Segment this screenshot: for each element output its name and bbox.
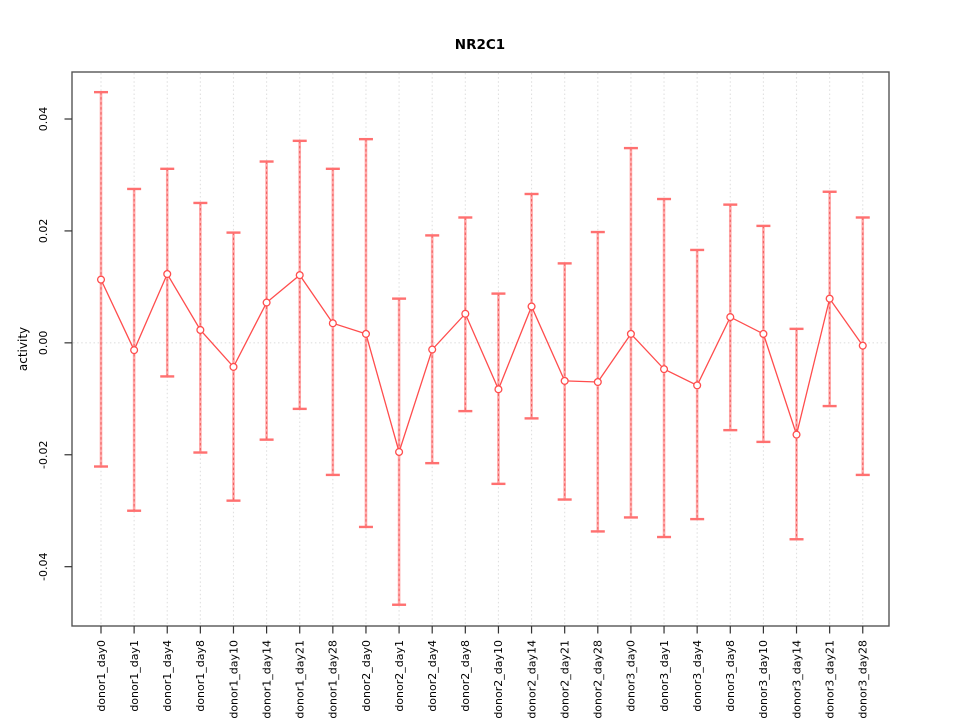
data-point-marker (461, 309, 470, 318)
x-tick-label: donor2_day8 (459, 640, 472, 712)
data-point-marker (825, 294, 834, 303)
data-point-marker (759, 329, 768, 338)
data-point-marker (858, 341, 867, 350)
x-tick-label: donor2_day28 (592, 640, 605, 719)
y-axis-label: activity (16, 327, 30, 371)
x-tick-label: donor1_day10 (227, 640, 240, 719)
data-point-marker (196, 325, 205, 335)
data-point-marker (96, 275, 106, 284)
data-point-marker (130, 346, 139, 355)
markers (96, 269, 867, 457)
data-point-marker (428, 345, 437, 354)
x-tick-label: donor2_day0 (360, 640, 373, 712)
data-point-marker (560, 376, 569, 385)
data-point-marker (593, 377, 602, 387)
x-tick-label: donor2_day4 (426, 640, 439, 712)
data-point-marker (295, 271, 304, 280)
data-point-marker (163, 269, 172, 279)
chart-title: NR2C1 (455, 37, 505, 53)
y-tick-label: -0.02 (37, 441, 50, 469)
data-point-marker (792, 430, 801, 439)
x-tick-label: donor1_day28 (327, 640, 340, 719)
data-point-marker (527, 302, 536, 311)
x-tick-label: donor3_day4 (691, 640, 704, 712)
x-tick-label: donor3_day14 (790, 640, 803, 719)
data-point-marker (659, 365, 669, 374)
y-tick-label: 0.00 (37, 331, 50, 356)
x-tick-label: donor1_day0 (95, 640, 108, 712)
x-tick-label: donor3_day0 (625, 640, 638, 712)
x-tick-label: donor3_day10 (757, 640, 770, 719)
data-point-marker (693, 381, 702, 390)
x-tick-label: donor2_day21 (558, 640, 571, 719)
y-tick-label: 0.04 (37, 107, 50, 132)
x-tick-label: donor1_day1 (128, 640, 141, 712)
x-tick-label: donor3_day8 (724, 640, 737, 712)
x-tick-label: donor2_day10 (492, 640, 505, 719)
y-axis: 0.04 0.02 0.00 -0.02 -0.04 (37, 107, 72, 581)
x-tick-label: donor3_day1 (658, 640, 671, 712)
plot-box (71, 71, 890, 627)
x-tick-label: donor2_day1 (393, 640, 406, 712)
data-point-marker (494, 385, 503, 394)
data-point-marker (262, 298, 271, 307)
x-tick-label: donor1_day21 (294, 640, 307, 719)
x-axis: donor1_day0 donor1_day1 donor1_day4 donor1_… (95, 626, 870, 719)
series-line (100, 272, 864, 455)
data-point-marker (726, 313, 735, 322)
data-point-marker (395, 447, 404, 457)
error-bars (94, 90, 870, 606)
x-tick-label: donor1_day14 (260, 640, 273, 719)
y-tick-label: 0.02 (37, 219, 50, 244)
x-tick-label: donor2_day14 (525, 640, 538, 719)
x-tick-label: donor1_day4 (161, 640, 174, 712)
data-point-marker (626, 329, 635, 338)
data-point-marker (229, 362, 238, 371)
x-tick-label: donor3_day21 (823, 640, 836, 719)
y-tick-label: -0.04 (37, 552, 50, 580)
x-tick-label: donor3_day28 (857, 640, 870, 719)
data-point-marker (361, 329, 371, 338)
x-tick-label: donor1_day8 (194, 640, 207, 712)
data-point-marker (328, 319, 337, 328)
